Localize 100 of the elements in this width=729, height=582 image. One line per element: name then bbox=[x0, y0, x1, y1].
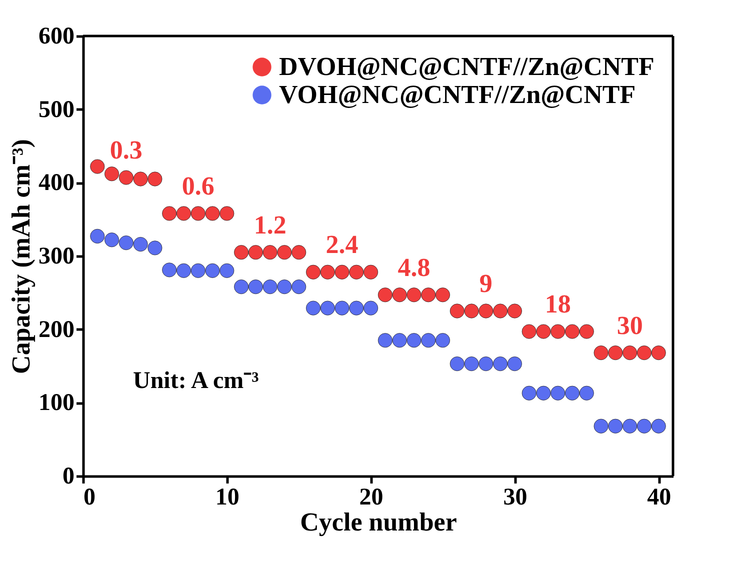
x-tick-label: 0 bbox=[84, 484, 96, 510]
annotation: 0.6 bbox=[182, 171, 214, 200]
point bbox=[392, 288, 407, 302]
point bbox=[493, 304, 508, 318]
point bbox=[478, 356, 494, 372]
point bbox=[320, 264, 335, 280]
point bbox=[564, 324, 580, 339]
point bbox=[507, 304, 522, 318]
point bbox=[608, 346, 623, 360]
point bbox=[148, 172, 162, 186]
point bbox=[306, 300, 321, 316]
point bbox=[608, 418, 623, 434]
y-tick-label: 0 bbox=[62, 464, 74, 490]
y-tick-label: 600 bbox=[38, 24, 74, 50]
point bbox=[334, 300, 350, 316]
point bbox=[594, 418, 608, 434]
point bbox=[364, 300, 378, 316]
point bbox=[349, 300, 364, 316]
point bbox=[522, 386, 536, 400]
point bbox=[220, 263, 234, 278]
point bbox=[406, 288, 422, 302]
point bbox=[435, 333, 450, 348]
point bbox=[248, 245, 263, 260]
point bbox=[190, 206, 206, 221]
x-tick-label: 30 bbox=[503, 484, 528, 510]
legend-label: VOH@NC@CNTF//Zn@CNTF bbox=[279, 80, 636, 109]
point bbox=[464, 356, 479, 372]
point bbox=[234, 245, 249, 260]
point bbox=[148, 240, 162, 256]
point bbox=[320, 300, 335, 316]
point bbox=[364, 264, 378, 280]
point bbox=[564, 386, 580, 400]
annotation: 18 bbox=[544, 290, 571, 319]
annotation: Unit: A cm⁻³ bbox=[133, 368, 259, 394]
point bbox=[104, 232, 120, 248]
point bbox=[378, 288, 392, 302]
y-axis-title: Capacity (mAh cm⁻³) bbox=[6, 139, 36, 374]
point bbox=[292, 245, 306, 260]
point bbox=[306, 264, 321, 280]
point bbox=[406, 333, 422, 348]
y-tick-label: 200 bbox=[38, 316, 74, 343]
point bbox=[104, 166, 120, 182]
point bbox=[536, 386, 551, 400]
point bbox=[579, 324, 594, 339]
point bbox=[162, 262, 177, 278]
annotation: 2.4 bbox=[326, 230, 358, 260]
point bbox=[536, 324, 551, 339]
point bbox=[622, 418, 638, 434]
point bbox=[162, 206, 177, 221]
point bbox=[378, 333, 392, 348]
point bbox=[421, 333, 436, 348]
point bbox=[205, 206, 220, 221]
point bbox=[550, 324, 566, 339]
point bbox=[464, 304, 479, 318]
annotation: 4.8 bbox=[398, 252, 430, 282]
point bbox=[133, 172, 148, 186]
x-tick-label: 40 bbox=[647, 484, 672, 510]
point bbox=[493, 356, 508, 372]
x-tick-label: 10 bbox=[215, 484, 240, 510]
point bbox=[292, 280, 306, 294]
point bbox=[90, 228, 105, 244]
y-tick-label: 400 bbox=[38, 170, 74, 196]
y-tick-label: 500 bbox=[38, 96, 74, 123]
x-tick-label: 20 bbox=[359, 484, 384, 510]
annotation: 1.2 bbox=[254, 210, 286, 240]
point bbox=[248, 280, 263, 294]
point bbox=[651, 346, 666, 360]
point bbox=[133, 237, 148, 252]
point bbox=[262, 245, 278, 260]
point bbox=[522, 324, 536, 339]
point bbox=[277, 245, 292, 260]
point bbox=[550, 386, 566, 400]
point bbox=[594, 346, 608, 360]
point bbox=[392, 333, 407, 348]
point bbox=[435, 288, 450, 302]
point bbox=[478, 304, 494, 318]
y-tick-label: 100 bbox=[38, 390, 74, 416]
point bbox=[205, 263, 220, 278]
point bbox=[90, 159, 105, 174]
annotation: 9 bbox=[479, 269, 492, 298]
point bbox=[421, 288, 436, 302]
annotation: 0.3 bbox=[110, 136, 142, 165]
y-tick-label: 300 bbox=[38, 244, 74, 270]
point bbox=[507, 356, 522, 372]
point bbox=[176, 206, 192, 221]
point bbox=[190, 263, 206, 278]
point bbox=[651, 418, 666, 434]
x-axis-title: Cycle number bbox=[300, 508, 457, 536]
point bbox=[636, 346, 652, 360]
point bbox=[450, 356, 464, 372]
point bbox=[234, 280, 249, 294]
point bbox=[118, 236, 134, 250]
point bbox=[334, 264, 350, 280]
point bbox=[118, 170, 134, 185]
point bbox=[220, 206, 234, 221]
point bbox=[579, 386, 594, 400]
point bbox=[349, 264, 364, 280]
point bbox=[622, 346, 638, 360]
point bbox=[450, 304, 464, 318]
point bbox=[277, 280, 292, 294]
